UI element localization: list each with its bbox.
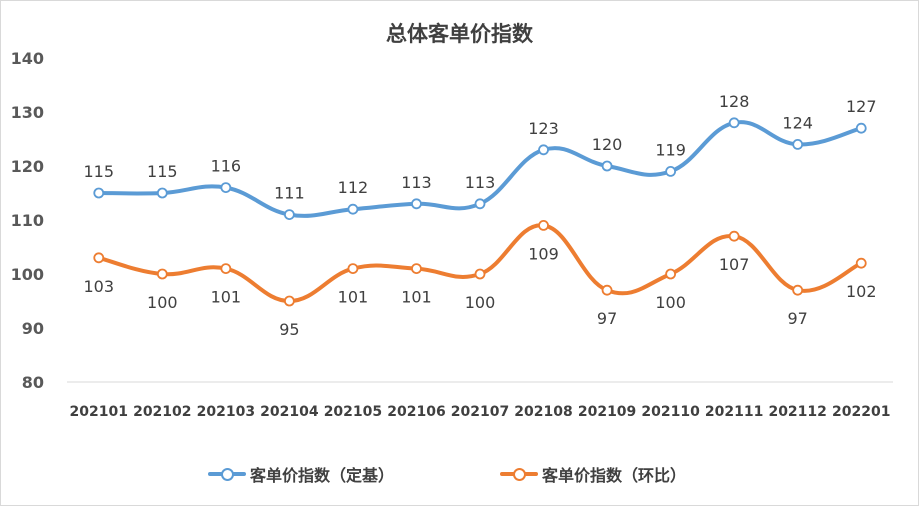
- data-label: 127: [846, 97, 877, 116]
- data-point: [347, 203, 359, 215]
- legend-swatch-orange: [500, 462, 538, 486]
- data-label: 100: [465, 293, 496, 312]
- data-label: 120: [592, 135, 623, 154]
- data-point: [855, 122, 867, 134]
- x-tick-label: 202112: [768, 404, 826, 420]
- data-label: 107: [719, 255, 750, 274]
- data-label: 101: [338, 288, 369, 307]
- data-label: 100: [655, 293, 686, 312]
- legend-item-month-on-month: 客单价指数（环比）: [500, 462, 686, 486]
- x-tick-label: 202110: [641, 404, 700, 420]
- data-label: 100: [147, 293, 178, 312]
- data-point: [220, 263, 232, 275]
- data-label: 115: [83, 162, 114, 181]
- data-point: [283, 295, 295, 307]
- data-label: 101: [401, 288, 432, 307]
- data-point: [538, 144, 549, 156]
- x-tick-label: 202102: [133, 404, 191, 420]
- x-tick-label: 202109: [578, 404, 636, 420]
- y-tick-label: 80: [22, 373, 44, 392]
- y-tick-label: 110: [11, 211, 44, 230]
- data-point: [93, 252, 105, 264]
- data-label: 97: [597, 309, 617, 328]
- y-tick-label: 120: [11, 157, 44, 176]
- x-tick-label: 202108: [514, 404, 572, 420]
- data-point: [347, 263, 359, 275]
- data-point: [538, 219, 549, 231]
- x-tick-label: 202104: [260, 404, 319, 420]
- data-point: [665, 268, 677, 280]
- data-point: [411, 263, 422, 275]
- legend-swatch-blue: [208, 462, 246, 486]
- legend-item-fixed-base: 客单价指数（定基）: [208, 462, 394, 486]
- data-label: 115: [147, 162, 178, 181]
- x-tick-label: 202107: [451, 404, 509, 420]
- data-point: [728, 117, 740, 129]
- data-label: 128: [719, 92, 750, 111]
- legend-label-month-on-month: 客单价指数（环比）: [542, 466, 687, 485]
- y-tick-label: 140: [11, 49, 44, 68]
- data-label: 113: [465, 173, 496, 192]
- data-point: [665, 165, 677, 177]
- x-tick-label: 202111: [705, 404, 763, 420]
- data-point: [156, 187, 168, 199]
- legend-label-fixed-base: 客单价指数（定基）: [250, 466, 395, 485]
- data-point: [411, 198, 422, 210]
- x-tick-label: 202201: [832, 404, 890, 420]
- data-point: [601, 284, 613, 296]
- y-tick-label: 100: [11, 265, 44, 284]
- y-tick-label: 130: [11, 103, 44, 122]
- data-point: [474, 268, 486, 280]
- y-tick-label: 90: [22, 319, 44, 338]
- data-label: 124: [782, 113, 813, 132]
- data-label: 116: [211, 157, 242, 176]
- data-point: [792, 284, 804, 296]
- data-point: [220, 182, 232, 194]
- chart-title: 总体客单价指数: [386, 22, 533, 46]
- chart-legend: 客单价指数（定基） 客单价指数（环比）: [0, 462, 919, 486]
- data-label: 102: [846, 282, 877, 301]
- x-tick-label: 202101: [70, 404, 128, 420]
- x-tick-label: 202103: [197, 404, 255, 420]
- x-tick-label: 202105: [324, 404, 382, 420]
- data-point: [792, 138, 804, 150]
- data-label: 103: [83, 277, 114, 296]
- data-label: 119: [655, 140, 686, 159]
- data-point: [474, 198, 486, 210]
- data-label: 123: [528, 119, 559, 138]
- data-point: [601, 160, 613, 172]
- data-label: 97: [788, 309, 808, 328]
- data-point: [156, 268, 168, 280]
- data-label: 113: [401, 173, 432, 192]
- data-label: 95: [279, 320, 299, 339]
- data-point: [728, 230, 740, 242]
- x-tick-label: 202106: [387, 404, 445, 420]
- data-label: 112: [338, 178, 369, 197]
- data-label: 101: [211, 288, 242, 307]
- data-label: 111: [274, 184, 305, 203]
- data-label: 109: [528, 244, 559, 263]
- data-point: [855, 257, 867, 269]
- data-point: [283, 209, 295, 221]
- data-point: [93, 187, 105, 199]
